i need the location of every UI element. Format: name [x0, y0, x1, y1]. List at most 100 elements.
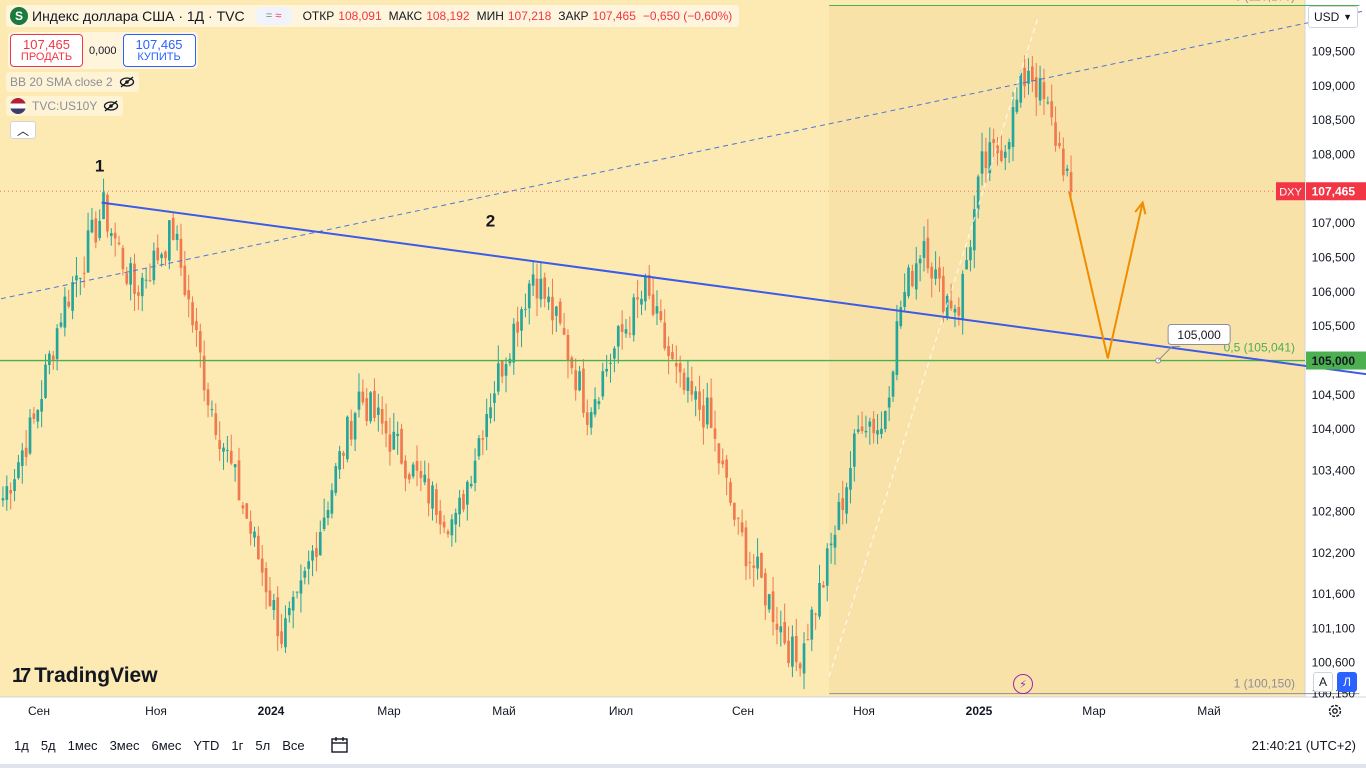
time-range-button[interactable]: 1мес [67, 737, 98, 753]
candle-body [229, 450, 233, 464]
candle-body [942, 275, 945, 313]
candle-body [373, 390, 376, 418]
auto-scale-button[interactable]: A [1313, 672, 1333, 692]
calendar-range-icon[interactable] [329, 735, 351, 755]
candle-body [384, 420, 388, 434]
close-label: ЗАКР [558, 9, 589, 23]
time-range-button[interactable]: YTD [193, 737, 220, 753]
candle-body [187, 290, 191, 300]
tradingview-logo[interactable]: 17 TradingView [12, 664, 158, 688]
clock-timezone[interactable]: 21:40:21 (UTC+2) [1251, 737, 1356, 753]
indicator-bb[interactable]: BB 20 SMA close 2 [6, 72, 139, 92]
equals-wave-icon[interactable]: = ≈ [254, 7, 293, 25]
candle-body [13, 479, 16, 491]
time-range-button[interactable]: 3мес [109, 737, 140, 753]
candle-body [171, 217, 175, 240]
candle-body [709, 397, 713, 428]
candle-body [51, 355, 55, 360]
time-tick-label: Май [492, 704, 516, 718]
candle-body [945, 295, 949, 317]
candle-body [446, 531, 450, 535]
time-range-button[interactable]: 5л [255, 737, 271, 753]
candle-body [376, 407, 380, 415]
candle-body [198, 331, 202, 353]
candle-body [75, 275, 78, 281]
candle-body [1042, 82, 1046, 100]
eye-hidden-icon[interactable] [119, 76, 135, 88]
candle-body [315, 548, 318, 558]
candle-body [117, 242, 121, 245]
bottom-toolbar: 1д 5д 1мес 3мес 6мес YTD 1г 5л Все 21:40:21 (UTC… [0, 726, 1366, 764]
candle-body [226, 449, 229, 451]
candle-body [299, 580, 303, 594]
candle-body [349, 420, 353, 440]
time-tick-label: Май [1197, 704, 1221, 718]
time-tick-label: Мар [1082, 704, 1106, 718]
candle-body [570, 357, 574, 369]
chevron-up-icon[interactable]: ︿ [10, 121, 36, 139]
candle-body [802, 643, 806, 674]
gear-icon[interactable] [1326, 702, 1344, 720]
candle-body [957, 307, 961, 316]
candle-body [427, 478, 430, 504]
candle-body [938, 267, 941, 279]
candle-body [725, 459, 728, 478]
candle-body [438, 510, 442, 525]
candle-body [1061, 148, 1065, 176]
candle-body [520, 309, 523, 331]
time-range-button[interactable]: 5д [40, 737, 56, 753]
candle-body [206, 389, 210, 406]
candle-body [218, 440, 221, 450]
candle-body [40, 399, 43, 412]
time-range-button[interactable]: Все [282, 737, 305, 753]
price-tick-label: 108,000 [1312, 148, 1356, 162]
candle-body [756, 556, 759, 569]
price-tick-label: 103,400 [1312, 463, 1356, 477]
candle-body [454, 512, 458, 525]
symbol-title[interactable]: Индекс доллара США · 1Д · TVC [32, 8, 245, 24]
candle-body [148, 280, 152, 282]
candle-body [113, 232, 117, 239]
candle-body [578, 371, 581, 391]
candle-body [779, 626, 783, 633]
candle-body [415, 460, 419, 471]
candle-body [500, 360, 504, 377]
candle-body [527, 283, 531, 309]
currency-label: USD [1314, 10, 1340, 24]
sell-button[interactable]: 107,465 ПРОДАТЬ [10, 34, 83, 67]
tradingview-mark-icon: 17 [12, 664, 31, 687]
buy-button[interactable]: 107,465 КУПИТЬ [122, 34, 196, 67]
candle-body [5, 486, 9, 500]
candle-body [109, 233, 113, 237]
candle-body [775, 623, 779, 630]
candle-body [20, 450, 24, 466]
candle-body [9, 489, 13, 494]
price-tick-label: 108,500 [1312, 113, 1356, 127]
price-tick-label: 101,600 [1312, 587, 1356, 601]
candle-body [241, 505, 245, 509]
time-range-button[interactable]: 1д [14, 737, 29, 753]
time-range-button[interactable]: 1г [231, 737, 244, 753]
indicator-us10y[interactable]: TVC:US10Y [6, 96, 124, 116]
candle-body [1003, 151, 1007, 158]
horizontal-line-axis-label: 105,000 [1312, 354, 1356, 368]
candle-body [787, 640, 790, 664]
candle-body [949, 300, 953, 309]
log-scale-button[interactable]: Л [1337, 672, 1357, 692]
candle-body [891, 371, 895, 397]
lightning-icon[interactable]: ⚡ [1013, 674, 1033, 694]
time-range-button[interactable]: 6мес [151, 737, 182, 753]
price-tick-label: 102,200 [1312, 546, 1356, 560]
buy-label: КУПИТЬ [137, 50, 181, 63]
candle-body [837, 501, 841, 530]
candle-body [1054, 122, 1057, 146]
candle-body [531, 274, 535, 286]
currency-selector[interactable]: USD ▼ [1308, 6, 1358, 28]
candle-body [365, 398, 369, 422]
callout-label: 105,000 [1177, 328, 1221, 342]
sell-label: ПРОДАТЬ [20, 50, 73, 63]
candle-body [322, 517, 326, 530]
eye-hidden-icon[interactable] [103, 100, 119, 112]
candle-body [210, 409, 214, 411]
